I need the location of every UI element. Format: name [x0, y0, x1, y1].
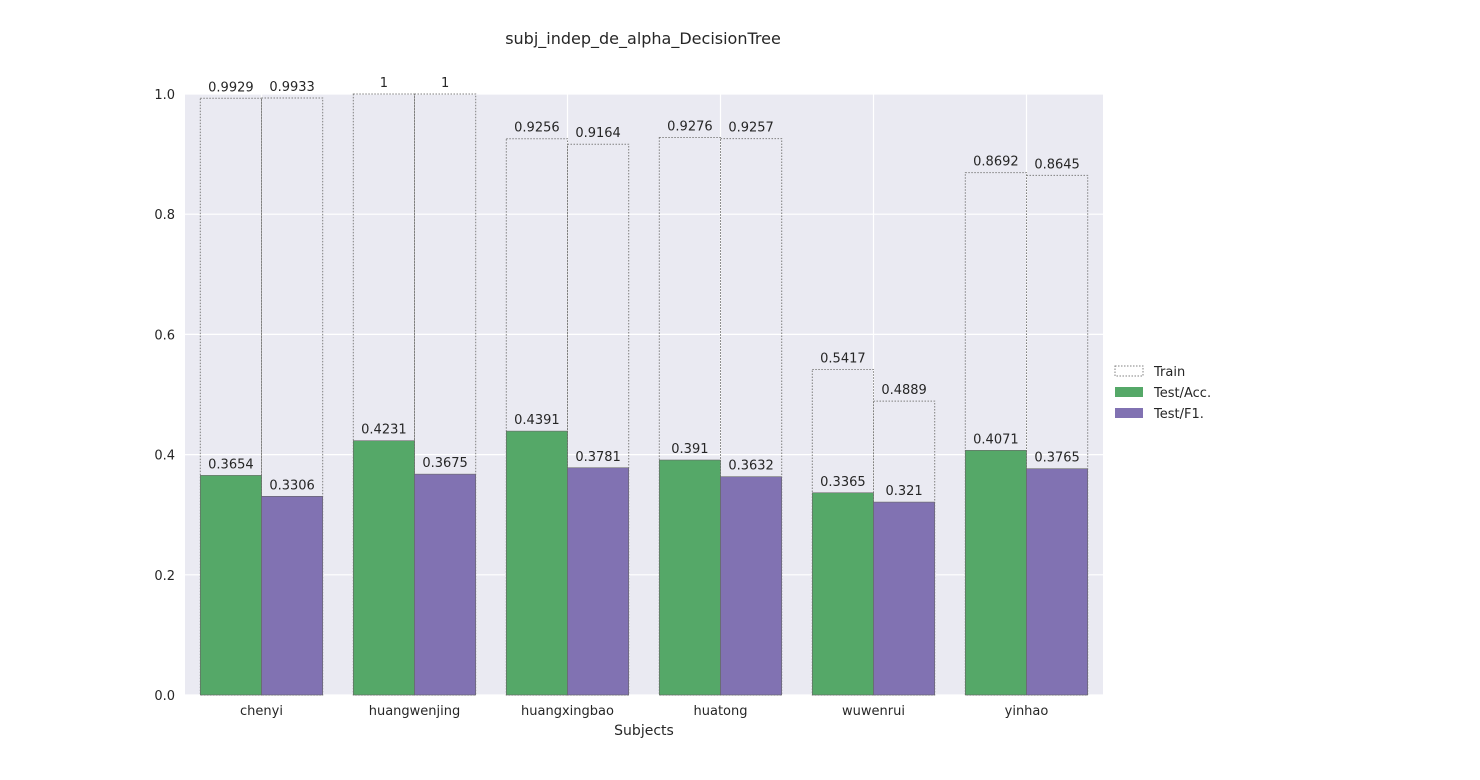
data-label-train: 0.9256 [514, 121, 560, 136]
data-label-test-acc: 0.391 [671, 442, 708, 457]
x-tick-label: chenyi [240, 704, 283, 719]
data-label-test-f1: 0.321 [885, 484, 922, 499]
bar-test-acc [505, 430, 568, 696]
bar-train [199, 97, 263, 696]
data-label-train: 0.9257 [728, 121, 774, 136]
x-tick-label: wuwenrui [842, 704, 905, 719]
data-label-test-acc: 0.4231 [361, 423, 407, 438]
data-label-train: 0.8692 [973, 155, 1019, 170]
data-label-test-acc: 0.3365 [820, 475, 866, 490]
data-label-test-acc: 0.4071 [973, 432, 1019, 447]
bar-test-acc [811, 492, 874, 696]
legend-swatch-test-acc [1115, 387, 1143, 397]
y-tick-label: 0.8 [154, 208, 175, 223]
chart-title: subj_indep_de_alpha_DecisionTree [505, 29, 781, 49]
bar-test-f1 [414, 473, 477, 696]
legend-swatch-train [1114, 365, 1144, 377]
x-axis: chenyi huangwenjing huangxingbao huatong wuw… [240, 704, 1048, 719]
legend-label: Train [1153, 365, 1185, 380]
x-tick-label: huatong [694, 704, 748, 719]
bar-test-acc [964, 450, 1027, 696]
data-label-test-acc: 0.3654 [208, 457, 254, 472]
x-tick-label: huangxingbao [521, 704, 614, 719]
data-label-train: 0.9929 [208, 80, 254, 95]
data-label-train: 0.9933 [269, 80, 315, 95]
bar-train [414, 93, 477, 696]
legend-swatch-test-f1 [1115, 408, 1143, 418]
legend-label: Test/F1. [1153, 407, 1204, 422]
plot-area [185, 94, 1103, 695]
data-labels: 0.9929 0.9933 0.3654 0.3306 1 1 0.4231 0.3675 0.… [208, 76, 1080, 499]
bar-test-acc [352, 440, 415, 696]
bar-test-acc [200, 475, 262, 696]
data-label-test-f1: 0.3765 [1034, 451, 1080, 466]
data-label-train: 0.5417 [820, 351, 866, 366]
data-label-train: 0.4889 [881, 383, 927, 398]
bar-test-acc [658, 459, 721, 696]
data-label-test-f1: 0.3632 [728, 459, 774, 474]
bar-test-f1 [261, 496, 324, 696]
y-tick-label: 1.0 [154, 88, 175, 103]
bar-train [261, 97, 324, 696]
data-label-test-f1: 0.3306 [269, 478, 315, 493]
data-label-test-f1: 0.3675 [422, 456, 468, 471]
data-label-train: 0.9164 [575, 126, 621, 141]
legend-label: Test/Acc. [1153, 386, 1211, 401]
bar-test-f1 [1026, 468, 1089, 696]
x-tick-label: yinhao [1005, 704, 1049, 719]
bars [199, 93, 1089, 696]
data-label-test-f1: 0.3781 [575, 450, 621, 465]
bar-test-f1 [720, 476, 783, 696]
data-label-train: 1 [441, 76, 449, 91]
data-label-train: 0.8645 [1034, 157, 1080, 172]
data-label-train: 0.9276 [667, 120, 713, 135]
bar-test-f1 [873, 501, 936, 696]
y-tick-label: 0.6 [154, 328, 175, 343]
y-tick-label: 0.0 [154, 689, 175, 704]
bar-test-f1 [567, 467, 630, 696]
data-label-train: 1 [380, 76, 388, 91]
y-axis: 0.0 0.2 0.4 0.6 0.8 1.0 [154, 88, 175, 704]
y-tick-label: 0.2 [154, 569, 175, 584]
bar-train [352, 93, 415, 696]
x-tick-label: huangwenjing [369, 704, 461, 719]
legend: Train Test/Acc. Test/F1. [1114, 365, 1211, 422]
bar-train [1026, 174, 1089, 696]
x-axis-label: Subjects [614, 723, 674, 739]
y-tick-label: 0.4 [154, 449, 175, 464]
data-label-test-acc: 0.4391 [514, 413, 560, 428]
